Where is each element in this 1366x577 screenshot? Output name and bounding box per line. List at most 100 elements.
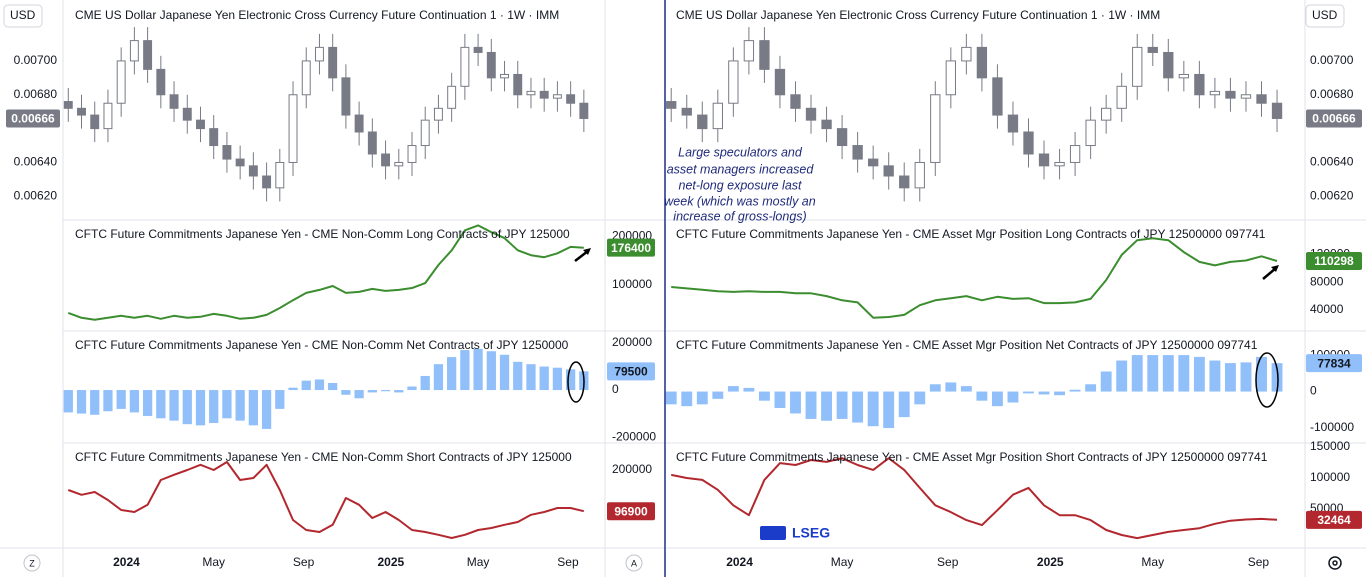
candle-body	[914, 161, 925, 189]
annotation: Large speculators and asset managers inc…	[664, 145, 815, 223]
bar	[914, 391, 926, 405]
candle-body	[513, 73, 523, 96]
y-tick-label: -100000	[1310, 420, 1354, 434]
pane-title: CME US Dollar Japanese Yen Electronic Cr…	[676, 8, 1160, 22]
bar	[712, 391, 724, 399]
arrow-head	[1271, 265, 1279, 272]
candle-body	[1271, 102, 1283, 119]
bar	[1116, 360, 1128, 392]
candle-body	[976, 46, 988, 79]
last-value-box	[1306, 510, 1362, 529]
pane-title: CFTC Future Commitments Japanese Yen - C…	[75, 227, 570, 241]
highlight-ellipse	[567, 361, 585, 403]
candle-body	[196, 119, 205, 130]
logo: LSEG	[760, 525, 830, 541]
last-value-box	[607, 238, 655, 257]
annotation-line: week (which was mostly an	[664, 194, 815, 208]
candle-body	[354, 114, 364, 133]
candle-body	[566, 94, 576, 104]
candle-body	[262, 175, 272, 189]
x-tick-label: 2025	[1037, 555, 1064, 569]
bar	[288, 387, 298, 391]
x-tick-label: May	[831, 555, 854, 569]
candle-body	[156, 68, 166, 96]
last-value-box	[6, 109, 60, 128]
candle-body	[728, 60, 739, 104]
candle-body	[394, 161, 404, 167]
annotation-line: Large speculators and	[678, 145, 803, 159]
bar	[1069, 389, 1081, 392]
bar	[169, 390, 179, 421]
pane	[63, 348, 589, 429]
currency-button[interactable]	[1305, 4, 1345, 28]
candle-body	[743, 40, 755, 62]
last-value-box	[1306, 109, 1362, 128]
bar	[665, 391, 677, 405]
y-tick-label: 0.00620	[14, 188, 58, 202]
corner-button[interactable]	[625, 554, 643, 572]
corner-label: Z	[29, 558, 35, 568]
bar	[743, 387, 755, 392]
bar	[460, 350, 470, 391]
annotation-line: net-long exposure last	[679, 178, 803, 192]
arrow-head	[583, 248, 591, 255]
y-tick-label: 0.00640	[1310, 155, 1354, 169]
bar	[209, 390, 219, 423]
bar	[539, 366, 549, 391]
bar	[976, 391, 988, 401]
y-tick-label: 0.00680	[1310, 87, 1354, 101]
candle-body	[681, 107, 692, 116]
bar	[1038, 391, 1050, 395]
settings-button[interactable]	[1328, 556, 1342, 570]
pane	[63, 27, 589, 202]
candle-body	[1038, 153, 1050, 167]
candle-body	[774, 68, 786, 96]
candle-body	[473, 46, 483, 53]
bar	[790, 391, 801, 414]
bar	[1162, 355, 1174, 392]
x-tick-label: 2024	[726, 555, 753, 569]
gear-center	[1332, 560, 1338, 566]
pane	[67, 224, 584, 321]
bar	[235, 390, 245, 421]
candle-body	[697, 114, 708, 130]
bar	[696, 391, 708, 405]
candle-body	[945, 60, 956, 96]
last-value-label: 32464	[1317, 513, 1351, 527]
pane	[671, 237, 1278, 319]
bar	[1085, 384, 1097, 392]
bar	[1271, 363, 1283, 392]
bar	[1256, 356, 1267, 392]
last-value-box	[1306, 251, 1362, 270]
bar	[1147, 355, 1159, 392]
candle-body	[222, 145, 232, 160]
candle-body	[143, 40, 153, 70]
y-tick-label: 200000	[612, 462, 652, 476]
currency-label: USD	[1312, 8, 1338, 22]
series-line	[671, 237, 1278, 319]
bar	[1178, 355, 1190, 392]
candle-body	[248, 165, 258, 177]
x-tick-label: Sep	[937, 555, 959, 569]
bar	[681, 391, 693, 407]
y-tick-label: -200000	[612, 429, 656, 443]
bar	[805, 391, 817, 419]
pane	[67, 461, 585, 539]
currency-button[interactable]	[3, 4, 43, 28]
candle-body	[209, 128, 219, 147]
last-value-label: 110298	[1314, 254, 1354, 268]
bar	[380, 390, 391, 392]
x-tick-label: 2025	[377, 555, 404, 569]
corner-button[interactable]	[23, 554, 41, 572]
bar	[867, 391, 879, 427]
pane-title: CME US Dollar Japanese Yen Electronic Cr…	[75, 8, 559, 22]
bar	[328, 383, 338, 391]
bar	[836, 391, 848, 419]
corner-label: A	[631, 558, 637, 568]
candle-body	[301, 60, 311, 96]
bar	[129, 390, 140, 413]
y-tick-label: 200000	[612, 335, 652, 349]
candle-body	[899, 175, 910, 189]
bar	[354, 390, 364, 399]
candle-body	[182, 107, 192, 121]
